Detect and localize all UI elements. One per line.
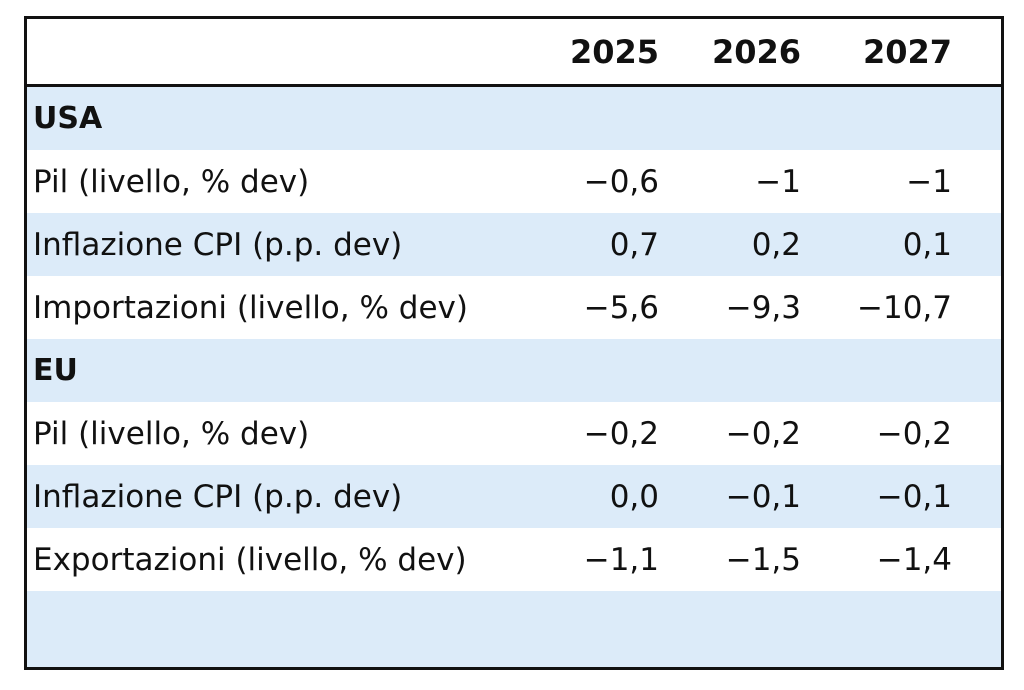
- cell-value: −0,2: [583, 415, 659, 452]
- cell-value: −5,6: [583, 289, 659, 326]
- row-label: Pil (livello, % dev): [33, 415, 310, 452]
- table-footer-band: [27, 591, 1001, 667]
- cell-value: 0,1: [902, 226, 952, 263]
- cell-value: −9,3: [725, 289, 801, 326]
- section-row-usa: USA: [27, 87, 1001, 150]
- cell-value: −0,6: [583, 163, 659, 200]
- table-row: Pil (livello, % dev) −0,2 −0,2 −0,2: [27, 402, 1001, 465]
- cell-value: −0,1: [725, 478, 801, 515]
- row-label: Importazioni (livello, % dev): [33, 289, 468, 326]
- cell-value: −1: [906, 163, 952, 200]
- cell-value: −10,7: [857, 289, 952, 326]
- column-header-2025: 2025: [569, 32, 659, 71]
- column-header-2027: 2027: [862, 32, 952, 71]
- table-row: Inflazione CPI (p.p. dev) 0,0 −0,1 −0,1: [27, 465, 1001, 528]
- cell-value: −1,5: [725, 541, 801, 578]
- cell-value: 0,7: [609, 226, 659, 263]
- cell-value: −1,4: [876, 541, 952, 578]
- section-label-usa: USA: [33, 101, 103, 136]
- table-row: Pil (livello, % dev) −0,6 −1 −1: [27, 150, 1001, 213]
- table-row: Exportazioni (livello, % dev) −1,1 −1,5 …: [27, 528, 1001, 591]
- row-label: Exportazioni (livello, % dev): [33, 541, 467, 578]
- cell-value: −0,1: [876, 478, 952, 515]
- cell-value: 0,2: [751, 226, 801, 263]
- row-label: Inflazione CPI (p.p. dev): [33, 226, 403, 263]
- column-header-2026: 2026: [711, 32, 801, 71]
- cell-value: −1: [755, 163, 801, 200]
- section-label-eu: EU: [33, 353, 78, 388]
- section-row-eu: EU: [27, 339, 1001, 402]
- row-label: Inflazione CPI (p.p. dev): [33, 478, 403, 515]
- row-label: Pil (livello, % dev): [33, 163, 310, 200]
- table-row: Importazioni (livello, % dev) −5,6 −9,3 …: [27, 276, 1001, 339]
- cell-value: −0,2: [725, 415, 801, 452]
- cell-value: −0,2: [876, 415, 952, 452]
- cell-value: −1,1: [583, 541, 659, 578]
- table-header-row: 2025 2026 2027: [27, 19, 1001, 87]
- data-table: 2025 2026 2027 USA Pil (livello, % dev) …: [24, 16, 1004, 670]
- cell-value: 0,0: [609, 478, 659, 515]
- table-row: Inflazione CPI (p.p. dev) 0,7 0,2 0,1: [27, 213, 1001, 276]
